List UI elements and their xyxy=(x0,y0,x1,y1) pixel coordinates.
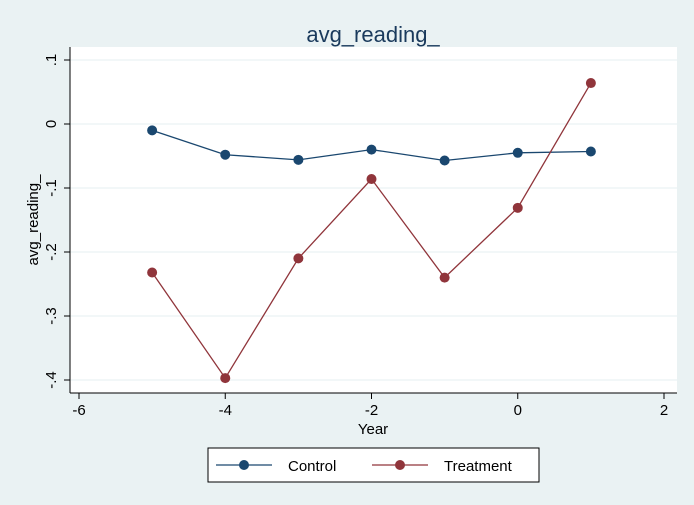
plot-area xyxy=(70,47,677,393)
x-axis-title: Year xyxy=(358,421,388,438)
x-tick-label: -4 xyxy=(219,402,232,419)
data-point-treatment xyxy=(366,174,377,185)
data-point-treatment xyxy=(439,272,450,283)
data-point-treatment xyxy=(512,202,523,213)
series-group xyxy=(147,78,596,384)
legend-label-control: Control xyxy=(288,458,336,475)
data-point-control xyxy=(293,154,304,165)
legend-marker-control xyxy=(239,460,249,470)
data-point-treatment xyxy=(585,78,596,89)
data-point-treatment xyxy=(220,373,231,384)
legend-marker-treatment xyxy=(395,460,405,470)
data-point-control xyxy=(220,149,231,160)
y-tick-label: -.4 xyxy=(43,371,60,389)
data-point-control xyxy=(439,155,450,166)
y-tick-label: -.1 xyxy=(43,179,60,197)
x-tick-label: 2 xyxy=(660,402,668,419)
data-point-control xyxy=(366,144,377,155)
legend-label-treatment: Treatment xyxy=(444,458,513,475)
grid-lines xyxy=(70,59,677,381)
y-tick-label: 0 xyxy=(43,120,60,128)
axis-ticks: .1 0 -.1 -.2 -.3 -.4 -6 -4 -2 0 2 xyxy=(43,54,668,419)
y-axis-title: avg_reading_ xyxy=(25,174,42,266)
legend: Control Treatment xyxy=(207,447,540,483)
x-tick-label: -2 xyxy=(365,402,378,419)
chart-title: avg_reading_ xyxy=(306,22,440,47)
x-tick-label: -6 xyxy=(72,402,85,419)
y-tick-label: .1 xyxy=(43,54,60,67)
data-point-treatment xyxy=(293,253,304,264)
data-point-control xyxy=(147,125,158,136)
x-tick-label: 0 xyxy=(514,402,522,419)
y-tick-label: -.2 xyxy=(43,243,60,261)
data-point-treatment xyxy=(147,267,158,278)
data-point-control xyxy=(512,147,523,158)
data-point-control xyxy=(585,146,596,157)
y-tick-label: -.3 xyxy=(43,307,60,325)
